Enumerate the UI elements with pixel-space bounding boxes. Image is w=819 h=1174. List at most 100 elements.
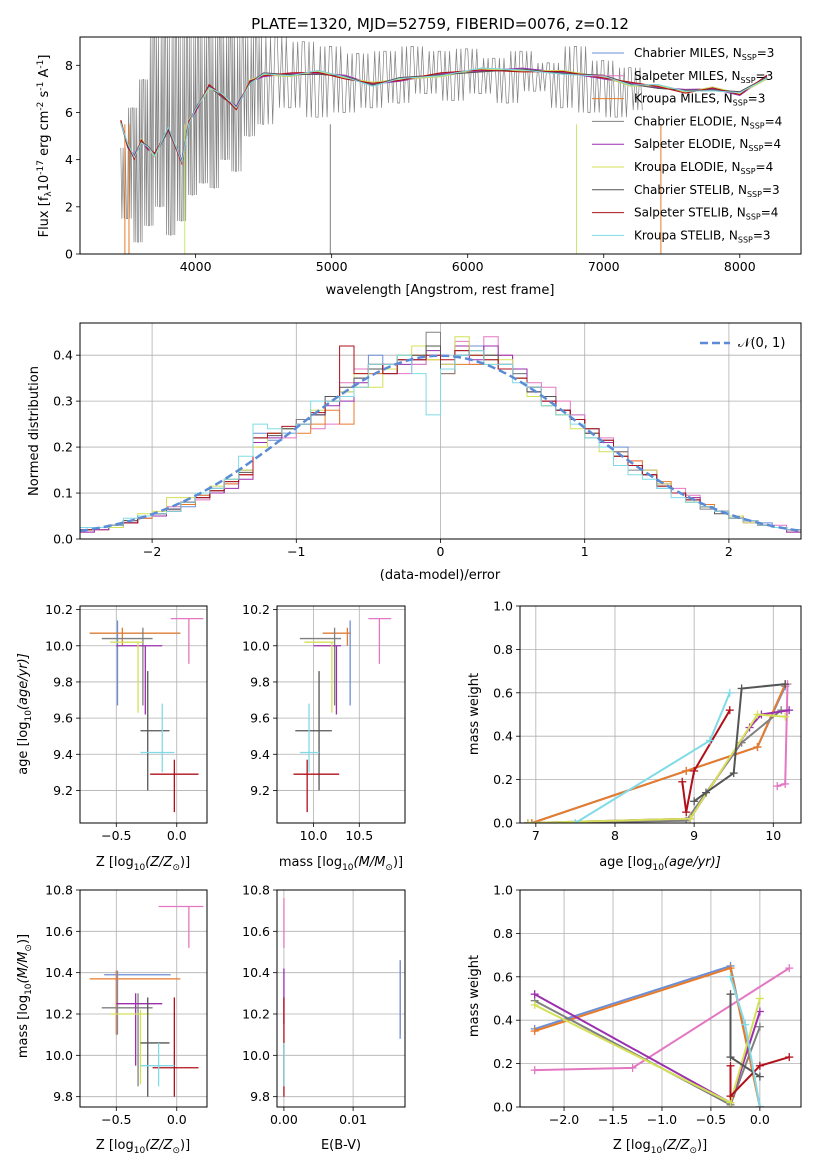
- legend-suffix: =3: [756, 69, 774, 83]
- y-tick-label: 8: [65, 58, 73, 73]
- legend-label: 𝒩(0, 1): [738, 336, 785, 351]
- y-tick-label: 0: [65, 247, 73, 262]
- mZ-ylabel: mass [log10(M/M⊙)]: [16, 934, 34, 1058]
- y-tick-label: 1.0: [493, 883, 513, 898]
- legend-label: Kroupa ELODIE, NSSP=4: [634, 160, 773, 176]
- x-tick-label: 10: [765, 828, 781, 843]
- plot-area: [89, 905, 204, 1097]
- y-tick-label: 0.8: [493, 642, 513, 657]
- legend-label: Chabrier STELIB, NSSP=3: [634, 183, 780, 199]
- legend-suffix: =4: [765, 114, 783, 128]
- axes-frame: [79, 889, 208, 1108]
- y-tick-label: 10.0: [45, 638, 73, 653]
- legend-sub: SSP: [746, 213, 761, 222]
- legend-sub: SSP: [742, 53, 757, 62]
- mZ-xlabel: Z [log10(Z/Z⊙)]: [96, 1138, 190, 1156]
- legend-sub: SSP: [750, 121, 765, 130]
- x-tick-label: 4000: [180, 259, 212, 274]
- weight-line: [534, 966, 761, 1107]
- x-tick-label: 0.0: [750, 1112, 770, 1127]
- weight-line: [534, 998, 761, 1105]
- y-tick-label: 10.0: [45, 1048, 73, 1063]
- legend-sub: SSP: [747, 190, 762, 199]
- x-tick-label: −0.5: [101, 828, 131, 843]
- x-tick-label: 0: [437, 544, 445, 559]
- y-tick-label: 9.8: [53, 1089, 73, 1104]
- x-tick-label: −0.5: [696, 1112, 726, 1127]
- y-tick-label: 0.0: [53, 532, 73, 547]
- y-tick-label: 9.6: [250, 711, 270, 726]
- legend-suffix: =4: [763, 137, 781, 151]
- weight-line: [527, 709, 782, 823]
- axes-frame: [519, 889, 802, 1108]
- plot-area: [89, 618, 204, 813]
- noise-line: [120, 37, 643, 243]
- weight-line: [681, 709, 731, 813]
- residuals-ylabel: Normed distribution: [27, 366, 42, 496]
- mass-weight-vs-age-panel: 7 8 9 10 0.0 0.2 0.4 0.6 0.8 1.0 age [log10(age/y…: [467, 599, 802, 873]
- legend-label: Chabrier MILES, NSSP=3: [634, 46, 774, 62]
- y-tick-label: 2: [65, 199, 73, 214]
- legend-sub: SSP: [748, 144, 763, 153]
- legend-sub: SSP: [733, 99, 748, 108]
- x-tick-label: 7000: [588, 259, 620, 274]
- y-tick-label: 10.8: [242, 883, 270, 898]
- y-tick-label: 0.6: [493, 969, 513, 984]
- y-tick-label: 10.6: [242, 924, 270, 939]
- weight-line: [534, 999, 761, 1107]
- weight-line: [574, 692, 731, 823]
- mwZ-ylabel: mass weight: [467, 955, 482, 1037]
- y-tick-label: 10.4: [242, 965, 270, 980]
- y-tick-label: 6: [65, 105, 73, 120]
- x-tick-label: 0.01: [339, 1112, 367, 1127]
- y-tick-label: 0.1: [53, 486, 73, 501]
- y-tick-label: 10.4: [45, 965, 73, 980]
- mwAge-ylabel: mass weight: [467, 673, 482, 755]
- residuals-panel: −2 −1 0 1 2 0.0 0.1 0.2 0.3 0.4 𝒩(0, 1) (data-mode…: [27, 322, 802, 583]
- y-tick-label: 0.8: [493, 926, 513, 941]
- legend-suffix: =3: [757, 46, 775, 60]
- y-tick-label: 10.0: [242, 1048, 270, 1063]
- y-tick-label: 0.4: [53, 348, 73, 363]
- ageZ-xlabel: Z [log10(Z/Z⊙)]: [96, 855, 190, 873]
- model-line: [120, 68, 768, 165]
- weight-line: [531, 685, 787, 823]
- x-tick-label: 1: [581, 544, 589, 559]
- legend-text: Chabrier STELIB, N: [634, 183, 747, 197]
- y-tick-label: 9.2: [250, 783, 270, 798]
- axes-frame: [276, 889, 406, 1108]
- mwAge-xlabel: age [log10(age/yr)]: [599, 855, 721, 873]
- y-tick-label: 0.4: [493, 1013, 513, 1028]
- x-tick-label: −2.0: [549, 1112, 579, 1127]
- plot-area: [283, 898, 401, 1097]
- legend-label: Chabrier ELODIE, NSSP=4: [634, 114, 782, 130]
- x-tick-label: 10.0: [300, 828, 328, 843]
- legend-text: Chabrier ELODIE, N: [634, 114, 750, 128]
- x-tick-label: 7: [532, 828, 540, 843]
- mass-weight-vs-metallicity-panel: −2.0 −1.5 −1.0 −0.5 0.0 0.0 0.2 0.4 0.6 0.8 1.0 Z …: [467, 883, 802, 1156]
- x-tick-label: 0.00: [270, 1112, 298, 1127]
- y-tick-label: 0.2: [53, 440, 73, 455]
- legend-suffix: =3: [748, 92, 766, 106]
- x-tick-label: 8: [611, 828, 619, 843]
- histogram-step: [80, 350, 801, 531]
- residuals-legend: 𝒩(0, 1): [700, 336, 785, 351]
- legend-sub: SSP: [741, 76, 756, 85]
- axes-frame: [519, 605, 802, 824]
- legend-label: Kroupa STELIB, NSSP=3: [634, 228, 771, 244]
- legend-sub: SSP: [738, 235, 753, 244]
- legend-text: Kroupa MILES, N: [634, 92, 733, 106]
- legend-suffix: =4: [756, 160, 774, 174]
- legend-text: Salpeter ELODIE, N: [634, 137, 748, 151]
- plot-area: [530, 961, 794, 1107]
- weight-line: [534, 993, 761, 1105]
- y-tick-label: 9.2: [53, 783, 73, 798]
- y-tick-label: 0.0: [493, 1100, 513, 1115]
- y-tick-label: 10.2: [242, 1007, 270, 1022]
- age-vs-mass-panel: 10.0 10.5 9.2 9.4 9.6 9.8 10.0 10.2 mass [log10…: [242, 602, 406, 873]
- axes-frame: [79, 36, 802, 255]
- legend-label: Salpeter ELODIE, NSSP=4: [634, 137, 781, 153]
- y-tick-label: 9.4: [53, 747, 73, 762]
- x-tick-label: −1: [287, 544, 305, 559]
